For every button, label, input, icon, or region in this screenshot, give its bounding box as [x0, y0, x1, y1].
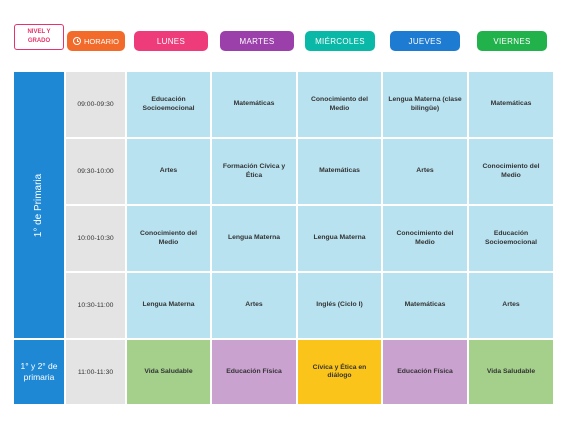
class-cell: Matemáticas: [298, 139, 381, 204]
day-header-thursday: JUEVES: [390, 31, 460, 51]
level-grade-header: NIVEL Y GRADO: [14, 24, 64, 50]
class-cell: Educación Socioemocional: [469, 206, 553, 271]
class-cell: Educación Física: [212, 340, 296, 404]
class-cell: Formación Cívica y Ética: [212, 139, 296, 204]
class-cell: Lengua Materna (clase bilingüe): [383, 72, 467, 137]
class-cell: Matemáticas: [469, 72, 553, 137]
day-header-friday: VIERNES: [477, 31, 547, 51]
class-cell: Lengua Materna: [298, 206, 381, 271]
class-cell: Artes: [469, 273, 553, 338]
class-cell: Vida Saludable: [127, 340, 210, 404]
time-slot: 09:30-10:00: [66, 139, 125, 204]
class-cell: Educación Física: [383, 340, 467, 404]
class-cell: Conocimiento del Medio: [469, 139, 553, 204]
class-cell: Cívica y Ética en diálogo: [298, 340, 381, 404]
class-cell: Lengua Materna: [127, 273, 210, 338]
class-cell: Educación Socioemocional: [127, 72, 210, 137]
section-first-second-grade: 1° y 2° de primaria: [14, 340, 64, 404]
class-cell: Artes: [383, 139, 467, 204]
day-header-monday: LUNES: [134, 31, 208, 51]
time-slot: 11:00-11:30: [66, 340, 125, 404]
class-cell: Conocimiento del Medio: [127, 206, 210, 271]
time-slot: 09:00-09:30: [66, 72, 125, 137]
clock-icon: [72, 37, 81, 45]
class-cell: Conocimiento del Medio: [298, 72, 381, 137]
schedule-header: HORARIO: [67, 31, 125, 51]
class-cell: Lengua Materna: [212, 206, 296, 271]
class-cell: Inglés (Ciclo I): [298, 273, 381, 338]
time-slot: 10:30-11:00: [66, 273, 125, 338]
time-slot: 10:00-10:30: [66, 206, 125, 271]
day-header-wednesday: MIÉRCOLES: [305, 31, 375, 51]
class-cell: Matemáticas: [383, 273, 467, 338]
class-cell: Artes: [127, 139, 210, 204]
class-cell: Matemáticas: [212, 72, 296, 137]
schedule-header-label: HORARIO: [83, 36, 119, 46]
day-header-tuesday: MARTES: [220, 31, 294, 51]
class-cell: Artes: [212, 273, 296, 338]
class-cell: Conocimiento del Medio: [383, 206, 467, 271]
class-cell: Vida Saludable: [469, 340, 553, 404]
section-first-grade: 1° de Primaria: [14, 72, 64, 338]
section-first-grade-label: 1° de Primaria: [33, 173, 45, 237]
